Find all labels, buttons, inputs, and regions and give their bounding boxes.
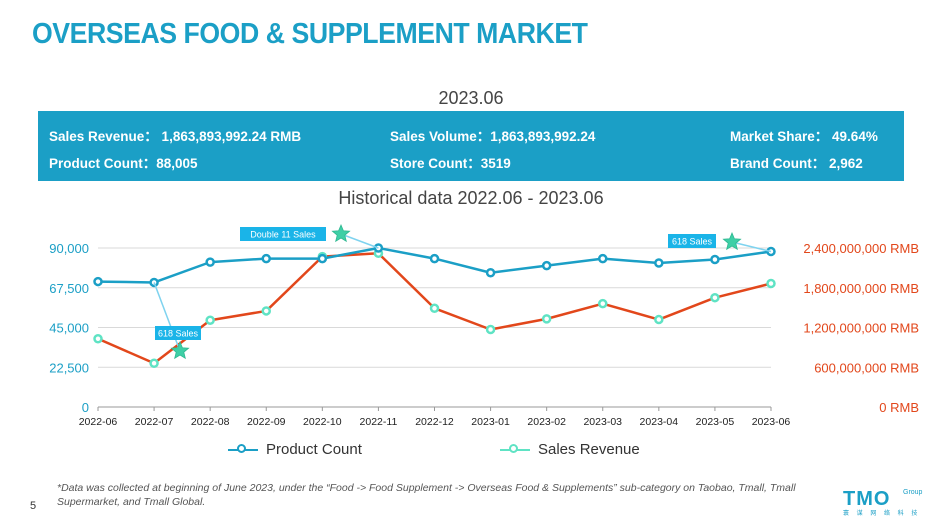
legend-item-sales-revenue: Sales Revenue: [500, 441, 640, 458]
star-icon: [722, 231, 742, 251]
chart-title: Historical data 2022.06 - 2023.06: [338, 188, 604, 208]
sales-revenue-point: [654, 314, 664, 325]
sales-revenue-point: [598, 298, 608, 309]
product-count-point: [93, 276, 103, 287]
x-axis-tick-label: 2023-03: [583, 416, 622, 428]
sales-revenue-stat: Sales Revenue： 1,863,893,992.24 RMB: [49, 129, 302, 144]
footnote: *Data was collected at beginning of June…: [57, 482, 796, 509]
annotation-leader-line: [731, 241, 772, 253]
sales-revenue-point: [205, 315, 215, 325]
product-count-point: [654, 258, 664, 268]
x-axis-tick-label: 2023-05: [696, 416, 735, 428]
page-title: OVERSEAS FOOD & SUPPLEMENT MARKET: [32, 18, 588, 50]
left-axis-tick-label: 67,500: [49, 281, 89, 296]
annotation-label-box: [240, 227, 326, 241]
company-logo: TMO Group 寰 谋 网 络 科 技: [843, 488, 923, 518]
sales-revenue-point: [766, 278, 776, 289]
product-count-point: [541, 260, 552, 271]
summary-panel: Sales Revenue： 1,863,893,992.24 RMB Sale…: [38, 111, 904, 181]
right-axis-tick-label: 600,000,000 RMB: [814, 360, 919, 375]
right-axis-tick-label: 0 RMB: [879, 400, 919, 415]
product-count-point: [429, 253, 440, 264]
sales-revenue-point: [710, 292, 720, 303]
legend-label-product-count: Product Count: [266, 441, 362, 458]
logo-group: Group: [903, 489, 923, 496]
product-count-point: [261, 253, 271, 264]
product-count-point: [205, 257, 215, 267]
right-axis-tick-label: 2,400,000,000 RMB: [803, 241, 919, 256]
sales-revenue-point: [541, 314, 552, 324]
left-axis-tick-label: 45,000: [49, 321, 89, 336]
sales-revenue-point: [149, 358, 159, 369]
product-count-point: [317, 253, 328, 264]
right-axis-tick-label: 1,200,000,000 RMB: [803, 321, 919, 336]
legend-marker-product-count: [228, 443, 258, 457]
x-axis-tick-label: 2022-08: [191, 416, 230, 428]
star-icon: [331, 223, 351, 243]
sales-revenue-point: [429, 303, 440, 314]
product-count-point: [485, 267, 496, 278]
left-axis-tick-label: 22,500: [49, 360, 89, 375]
annotation-leader-line: [340, 233, 379, 249]
x-axis-tick-label: 2023-04: [640, 416, 679, 428]
line-chart: 0 22,500 45,000 67,500 90,000 0 RMB 600,000,00…: [49, 223, 919, 428]
x-axis-tick-label: 2022-07: [135, 416, 174, 428]
x-axis-tick-label: 2023-01: [471, 416, 510, 428]
sales-volume-stat: Sales Volume：1,863,893,992.24: [390, 129, 596, 144]
legend-marker-sales-revenue: [500, 443, 530, 457]
left-axis-tick-label: 90,000: [49, 241, 89, 256]
x-axis-tick-label: 2022-12: [415, 416, 454, 428]
product-count-line: [97, 246, 772, 284]
legend-item-product-count: Product Count: [228, 441, 362, 458]
logo-brand: TMO: [843, 488, 891, 510]
sales-revenue-point: [485, 324, 496, 335]
page-number: 5: [30, 500, 37, 512]
annotation-label-box: [668, 234, 716, 248]
annotation-label: 618 Sales: [158, 329, 199, 339]
product-count-point: [598, 253, 608, 264]
sales-revenue-point: [261, 306, 271, 316]
brand-count-stat: Brand Count： 2,962: [730, 156, 863, 171]
right-axis-tick-label: 1,800,000,000 RMB: [803, 281, 919, 296]
annotation-label: Double 11 Sales: [250, 230, 316, 240]
market-share-stat: Market Share： 49.64%: [730, 129, 878, 144]
x-axis-tick-label: 2022-11: [360, 416, 398, 428]
store-count-stat: Store Count：3519: [390, 156, 511, 171]
annotation-label-box: [155, 326, 201, 340]
x-axis-tick-label: 2022-10: [303, 416, 342, 428]
period-label: 2023.06: [438, 88, 504, 108]
x-axis-tick-label: 2023-02: [527, 416, 566, 428]
annotation-leader-line: [153, 282, 181, 352]
left-axis-tick-label: 0: [82, 400, 89, 415]
legend-label-sales-revenue: Sales Revenue: [538, 441, 640, 458]
annotation-label: 618 Sales: [672, 237, 713, 247]
x-axis-tick-label: 2022-06: [79, 416, 118, 428]
product-count-point: [710, 254, 720, 265]
product-count-stat: Product Count：88,005: [49, 156, 198, 171]
x-axis-tick-label: 2022-09: [247, 416, 286, 428]
star-icon: [170, 340, 190, 360]
sales-revenue-point: [93, 334, 103, 344]
logo-subtitle: 寰 谋 网 络 科 技: [843, 511, 921, 517]
x-axis-tick-label: 2023-06: [752, 416, 791, 428]
